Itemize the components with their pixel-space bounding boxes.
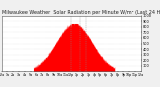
Text: Milwaukee Weather  Solar Radiation per Minute W/m² (Last 24 Hours): Milwaukee Weather Solar Radiation per Mi… xyxy=(2,10,160,15)
